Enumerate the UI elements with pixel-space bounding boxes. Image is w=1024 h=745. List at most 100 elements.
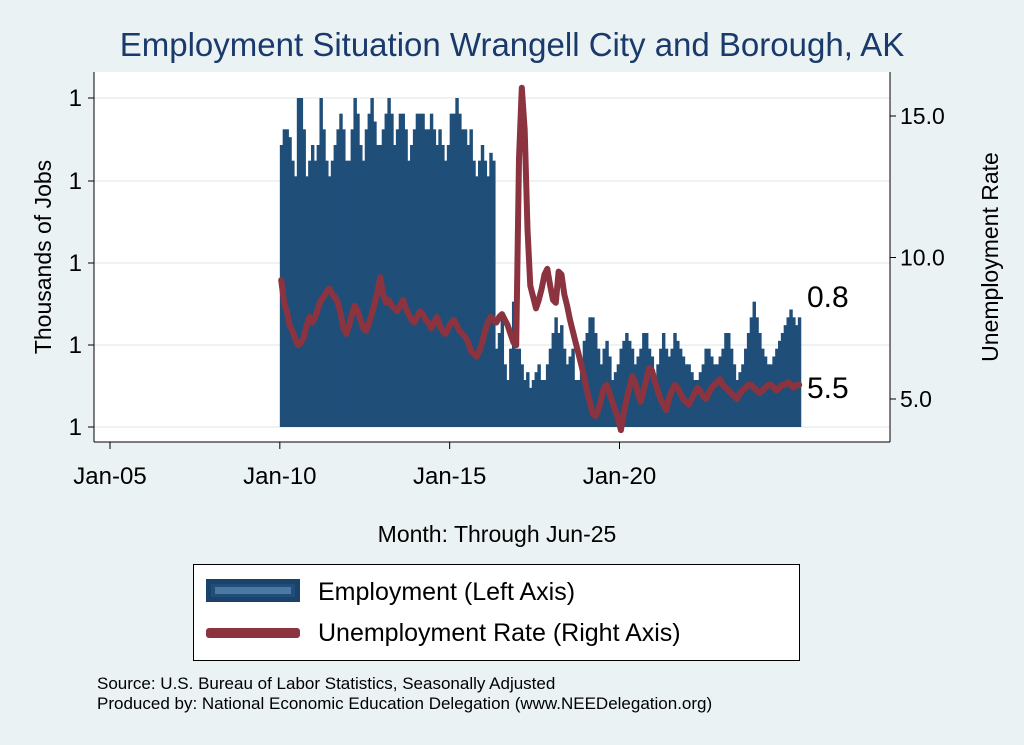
employment-bar: [285, 129, 289, 427]
employment-bar: [344, 160, 349, 428]
chart-title: Employment Situation Wrangell City and B…: [119, 26, 905, 63]
employment-bar: [500, 317, 505, 427]
employment-bar: [305, 176, 309, 427]
employment-bar: [526, 372, 530, 427]
employment-bar: [441, 145, 445, 427]
employment-bar: [758, 333, 762, 427]
employment-bar: [565, 364, 570, 427]
employment-bar: [477, 160, 482, 428]
axes-layer: [88, 72, 896, 449]
y-left-tick-label-1: 1: [69, 332, 82, 359]
employment-bar: [687, 364, 691, 427]
employment-bar: [673, 333, 677, 427]
employment-bar: [486, 176, 490, 427]
end-label-employment: 0.8: [807, 281, 849, 314]
y-right-tick-label-2: 15.0: [900, 103, 945, 129]
employment-bar: [299, 98, 304, 427]
employment-bar: [554, 317, 558, 427]
source-line-1: Source: U.S. Bureau of Labor Statistics,…: [97, 674, 556, 693]
employment-bar: [755, 317, 759, 427]
employment-bar: [387, 98, 391, 427]
employment-bar: [729, 348, 734, 427]
employment-bar: [616, 364, 621, 427]
employment-bar: [427, 129, 431, 427]
employment-bar: [727, 333, 731, 427]
employment-bar: [361, 160, 366, 428]
x-tick-label-2: Jan-15: [413, 463, 486, 490]
employment-bar: [460, 129, 465, 427]
employment-bar: [789, 309, 793, 427]
employment-bar: [619, 348, 623, 427]
employment-bar: [571, 348, 575, 427]
employment-bar: [769, 364, 773, 427]
employment-bar: [384, 113, 388, 428]
employment-bar: [410, 145, 414, 427]
legend-label-employment: Employment (Left Axis): [318, 578, 576, 606]
employment-bar: [336, 129, 340, 427]
employment-bar: [531, 380, 536, 427]
employment-bar: [639, 348, 643, 427]
employment-bar: [308, 160, 312, 428]
employment-bar: [327, 176, 332, 427]
employment-bar: [347, 160, 352, 428]
employment-bar: [475, 176, 479, 427]
employment-bar: [483, 160, 488, 428]
employment-bar: [695, 380, 700, 427]
employment-bar: [562, 348, 567, 427]
employment-bar: [579, 364, 584, 427]
employment-bar: [282, 129, 287, 427]
employment-bar: [435, 145, 439, 427]
employment-bar: [458, 113, 462, 428]
employment-bar: [415, 113, 420, 428]
employment-bar: [540, 380, 544, 427]
employment-bar: [548, 348, 553, 427]
employment-bar: [359, 145, 363, 427]
employment-bar: [786, 317, 790, 427]
y-left-tick-label-4: 1: [69, 85, 82, 112]
employment-bar: [551, 333, 555, 427]
employment-bar: [432, 129, 437, 427]
employment-bar: [735, 380, 739, 427]
employment-bar: [724, 333, 728, 427]
employment-bar: [469, 129, 473, 427]
employment-bar: [350, 129, 355, 427]
employment-bar: [625, 333, 629, 427]
employment-bar: [647, 348, 652, 427]
employment-bar: [446, 145, 451, 427]
employment-bar: [792, 317, 796, 427]
employment-bar: [316, 145, 321, 427]
employment-bar: [517, 348, 522, 427]
employment-bar: [291, 160, 295, 428]
employment-bar: [313, 160, 318, 428]
employment-bar: [455, 98, 459, 427]
unemployment-line-path: [278, 84, 803, 434]
employment-bar: [506, 380, 510, 427]
employment-bar: [497, 333, 502, 427]
unemployment-line: [278, 84, 803, 434]
employment-bar: [452, 113, 456, 428]
employment-bar: [390, 113, 394, 428]
employment-bar: [783, 325, 788, 427]
employment-bar: [438, 129, 442, 427]
employment-bar: [444, 160, 448, 428]
y-right-tick-label-1: 10.0: [900, 245, 945, 271]
employment-bar: [293, 176, 298, 427]
employment-bar: [543, 380, 547, 427]
employment-bar: [698, 372, 703, 427]
x-tick-label-3: Jan-20: [583, 463, 656, 490]
employment-bar: [503, 364, 507, 427]
legend-label-unemployment: Unemployment Rate (Right Axis): [318, 619, 681, 647]
employment-bar: [537, 364, 541, 427]
employment-bar: [664, 348, 669, 427]
employment-bar: [520, 364, 524, 427]
employment-bar: [780, 333, 785, 427]
y-right-tick-label-0: 5.0: [900, 386, 932, 412]
employment-bar: [630, 348, 635, 427]
employment-bar: [342, 129, 346, 427]
y-left-tick-label-3: 1: [69, 168, 82, 195]
employment-bar: [421, 113, 425, 428]
employment-bar: [489, 152, 493, 427]
employment-bar: [494, 348, 499, 427]
employment-bar: [302, 129, 306, 427]
